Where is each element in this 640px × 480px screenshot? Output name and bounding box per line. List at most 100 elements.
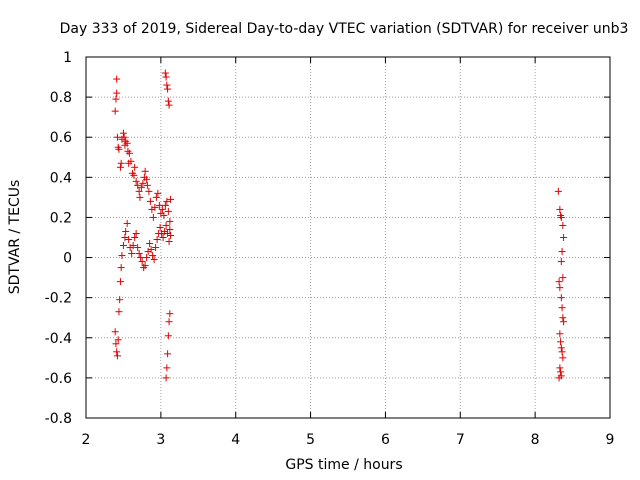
y-tick-label: 0.8 xyxy=(50,90,72,106)
data-point xyxy=(559,274,567,282)
data-point xyxy=(113,352,121,360)
data-point xyxy=(143,181,151,189)
data-point xyxy=(165,318,173,326)
data-point xyxy=(557,344,565,352)
data-point xyxy=(135,250,143,258)
data-point xyxy=(125,149,133,157)
y-tick-label: 0.6 xyxy=(50,130,72,146)
data-point xyxy=(141,167,149,175)
data-point xyxy=(117,159,125,167)
data-point xyxy=(554,187,562,195)
data-point xyxy=(556,205,564,213)
data-point xyxy=(163,81,171,89)
data-point xyxy=(558,304,566,312)
data-point xyxy=(118,252,126,260)
data-point xyxy=(123,219,131,227)
x-tick-label: 2 xyxy=(82,432,91,448)
data-point xyxy=(131,234,139,241)
data-point xyxy=(115,145,123,153)
data-point xyxy=(164,332,172,340)
data-point xyxy=(143,254,151,262)
y-tick-labels: -0.8 -0.6 -0.4 -0.2 0 0.2 0.4 0.6 0.8 1 xyxy=(45,50,72,427)
data-point xyxy=(558,248,566,256)
data-point xyxy=(165,238,173,246)
data-point xyxy=(135,187,143,195)
data-point xyxy=(132,229,140,237)
data-point xyxy=(116,296,124,304)
x-tick-label: 5 xyxy=(306,432,315,448)
data-point xyxy=(141,262,149,270)
data-point xyxy=(166,217,174,225)
data-point xyxy=(558,348,566,356)
data-point xyxy=(111,328,119,336)
data-point xyxy=(121,234,129,241)
data-point xyxy=(164,97,172,105)
chart-title: Day 333 of 2019, Sidereal Day-to-day VTE… xyxy=(60,21,629,37)
y-tick-label: 0.2 xyxy=(50,210,72,226)
data-point xyxy=(164,85,172,93)
data-point xyxy=(556,284,564,292)
data-point xyxy=(150,256,158,264)
data-point xyxy=(151,203,159,211)
axis-ticks xyxy=(85,56,611,419)
data-point xyxy=(131,163,139,171)
data-point xyxy=(161,201,169,209)
data-point xyxy=(158,205,166,213)
data-point xyxy=(111,107,119,115)
y-tick-label: 0.4 xyxy=(50,170,72,186)
data-point xyxy=(114,336,122,344)
data-point xyxy=(113,348,121,356)
data-point xyxy=(556,330,564,338)
data-point xyxy=(145,187,153,195)
y-tick-label: -0.8 xyxy=(45,411,72,427)
data-point xyxy=(116,163,124,171)
data-point xyxy=(557,338,565,346)
grid-lines xyxy=(86,57,610,418)
data-point xyxy=(146,197,154,205)
y-axis-label: SDTVAR / TECUs xyxy=(7,180,23,295)
data-point xyxy=(129,242,137,250)
y-tick-label: 1 xyxy=(63,50,72,66)
y-tick-label: 0 xyxy=(63,251,72,267)
data-point xyxy=(167,231,175,239)
data-point xyxy=(166,310,174,318)
data-point xyxy=(162,73,170,81)
data-point xyxy=(119,242,127,250)
data-point xyxy=(152,244,160,252)
data-point xyxy=(113,133,121,141)
data-point xyxy=(164,207,172,215)
data-point xyxy=(155,201,163,209)
data-point xyxy=(560,318,568,326)
data-point xyxy=(557,258,565,266)
data-point xyxy=(137,254,145,262)
x-tick-label: 6 xyxy=(381,432,390,448)
y-tick-label: -0.6 xyxy=(45,371,72,387)
data-point xyxy=(127,157,135,165)
data-point xyxy=(130,171,138,179)
x-tick-label: 4 xyxy=(231,432,240,448)
data-point xyxy=(556,364,564,372)
data-point xyxy=(161,69,169,77)
data-point xyxy=(559,221,567,229)
data-point xyxy=(134,244,142,252)
data-point xyxy=(146,240,154,248)
data-point xyxy=(559,354,567,362)
data-point xyxy=(162,221,170,229)
data-point xyxy=(167,195,175,203)
data-point xyxy=(115,308,123,316)
data-point xyxy=(154,189,162,197)
data-point xyxy=(555,374,563,382)
data-point xyxy=(128,250,136,258)
x-tick-label: 9 xyxy=(606,432,615,448)
data-point xyxy=(557,368,565,376)
data-point xyxy=(132,177,140,185)
data-point xyxy=(163,364,171,372)
data-point xyxy=(116,278,124,286)
data-point xyxy=(152,193,160,201)
data-points xyxy=(111,69,568,382)
data-point xyxy=(162,374,170,382)
data-point xyxy=(160,211,168,219)
y-tick-label: -0.2 xyxy=(45,291,72,307)
data-point xyxy=(165,101,173,109)
